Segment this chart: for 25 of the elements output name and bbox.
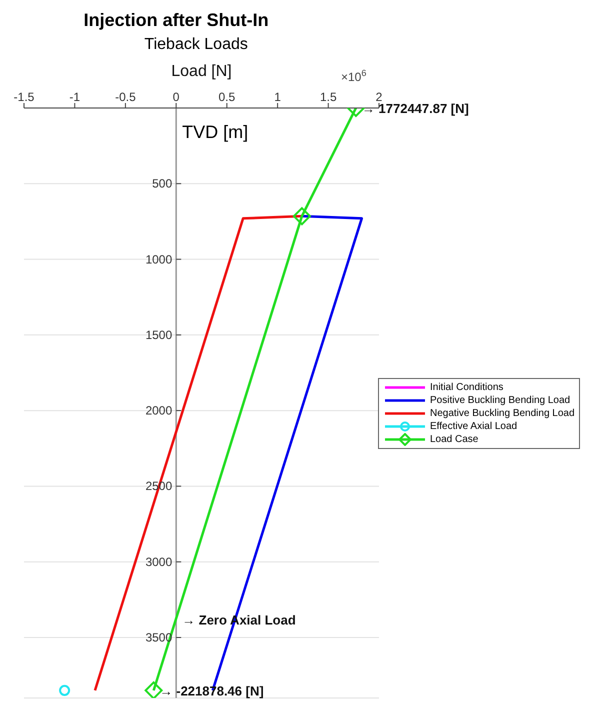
chart-subtitle: Tieback Loads: [143, 36, 249, 54]
y-axis-title: TVD [m]: [182, 122, 248, 143]
x-tick-label: 1: [274, 90, 282, 104]
x-tick-label: -1: [69, 90, 80, 104]
x-tick-label: -0.5: [115, 90, 136, 104]
legend-label: Effective Axial Load: [430, 421, 518, 432]
y-tick-label: 500: [152, 176, 172, 191]
chart-title: Injection after Shut-In: [82, 10, 270, 31]
y-tick-label: 1500: [145, 328, 172, 342]
y-tick-label: 2000: [145, 404, 172, 418]
text: ×10$^{6}$: [341, 68, 366, 84]
y-tick-label: 1000: [145, 252, 172, 266]
x-tick-label: 0: [172, 90, 180, 104]
y-tick-label: 3000: [145, 554, 172, 569]
x-axis-title: Load [N]: [171, 63, 232, 80]
legend-label: Positive Buckling Bending Load: [430, 395, 570, 406]
legend-label: Initial Conditions: [430, 382, 504, 393]
x-tick-label: 1.5: [320, 90, 337, 104]
annotation: → -221878.46 [N]: [160, 683, 264, 698]
x-tick-label: 0.5: [218, 90, 236, 104]
x-tick-label: -1.5: [14, 90, 35, 104]
x-tick-label: 2: [376, 90, 383, 104]
legend-label: Negative Buckling Bending Load: [430, 408, 575, 419]
legend-label: Load Case: [430, 434, 478, 445]
annotation: → 1772447.87 [N]: [362, 101, 469, 116]
